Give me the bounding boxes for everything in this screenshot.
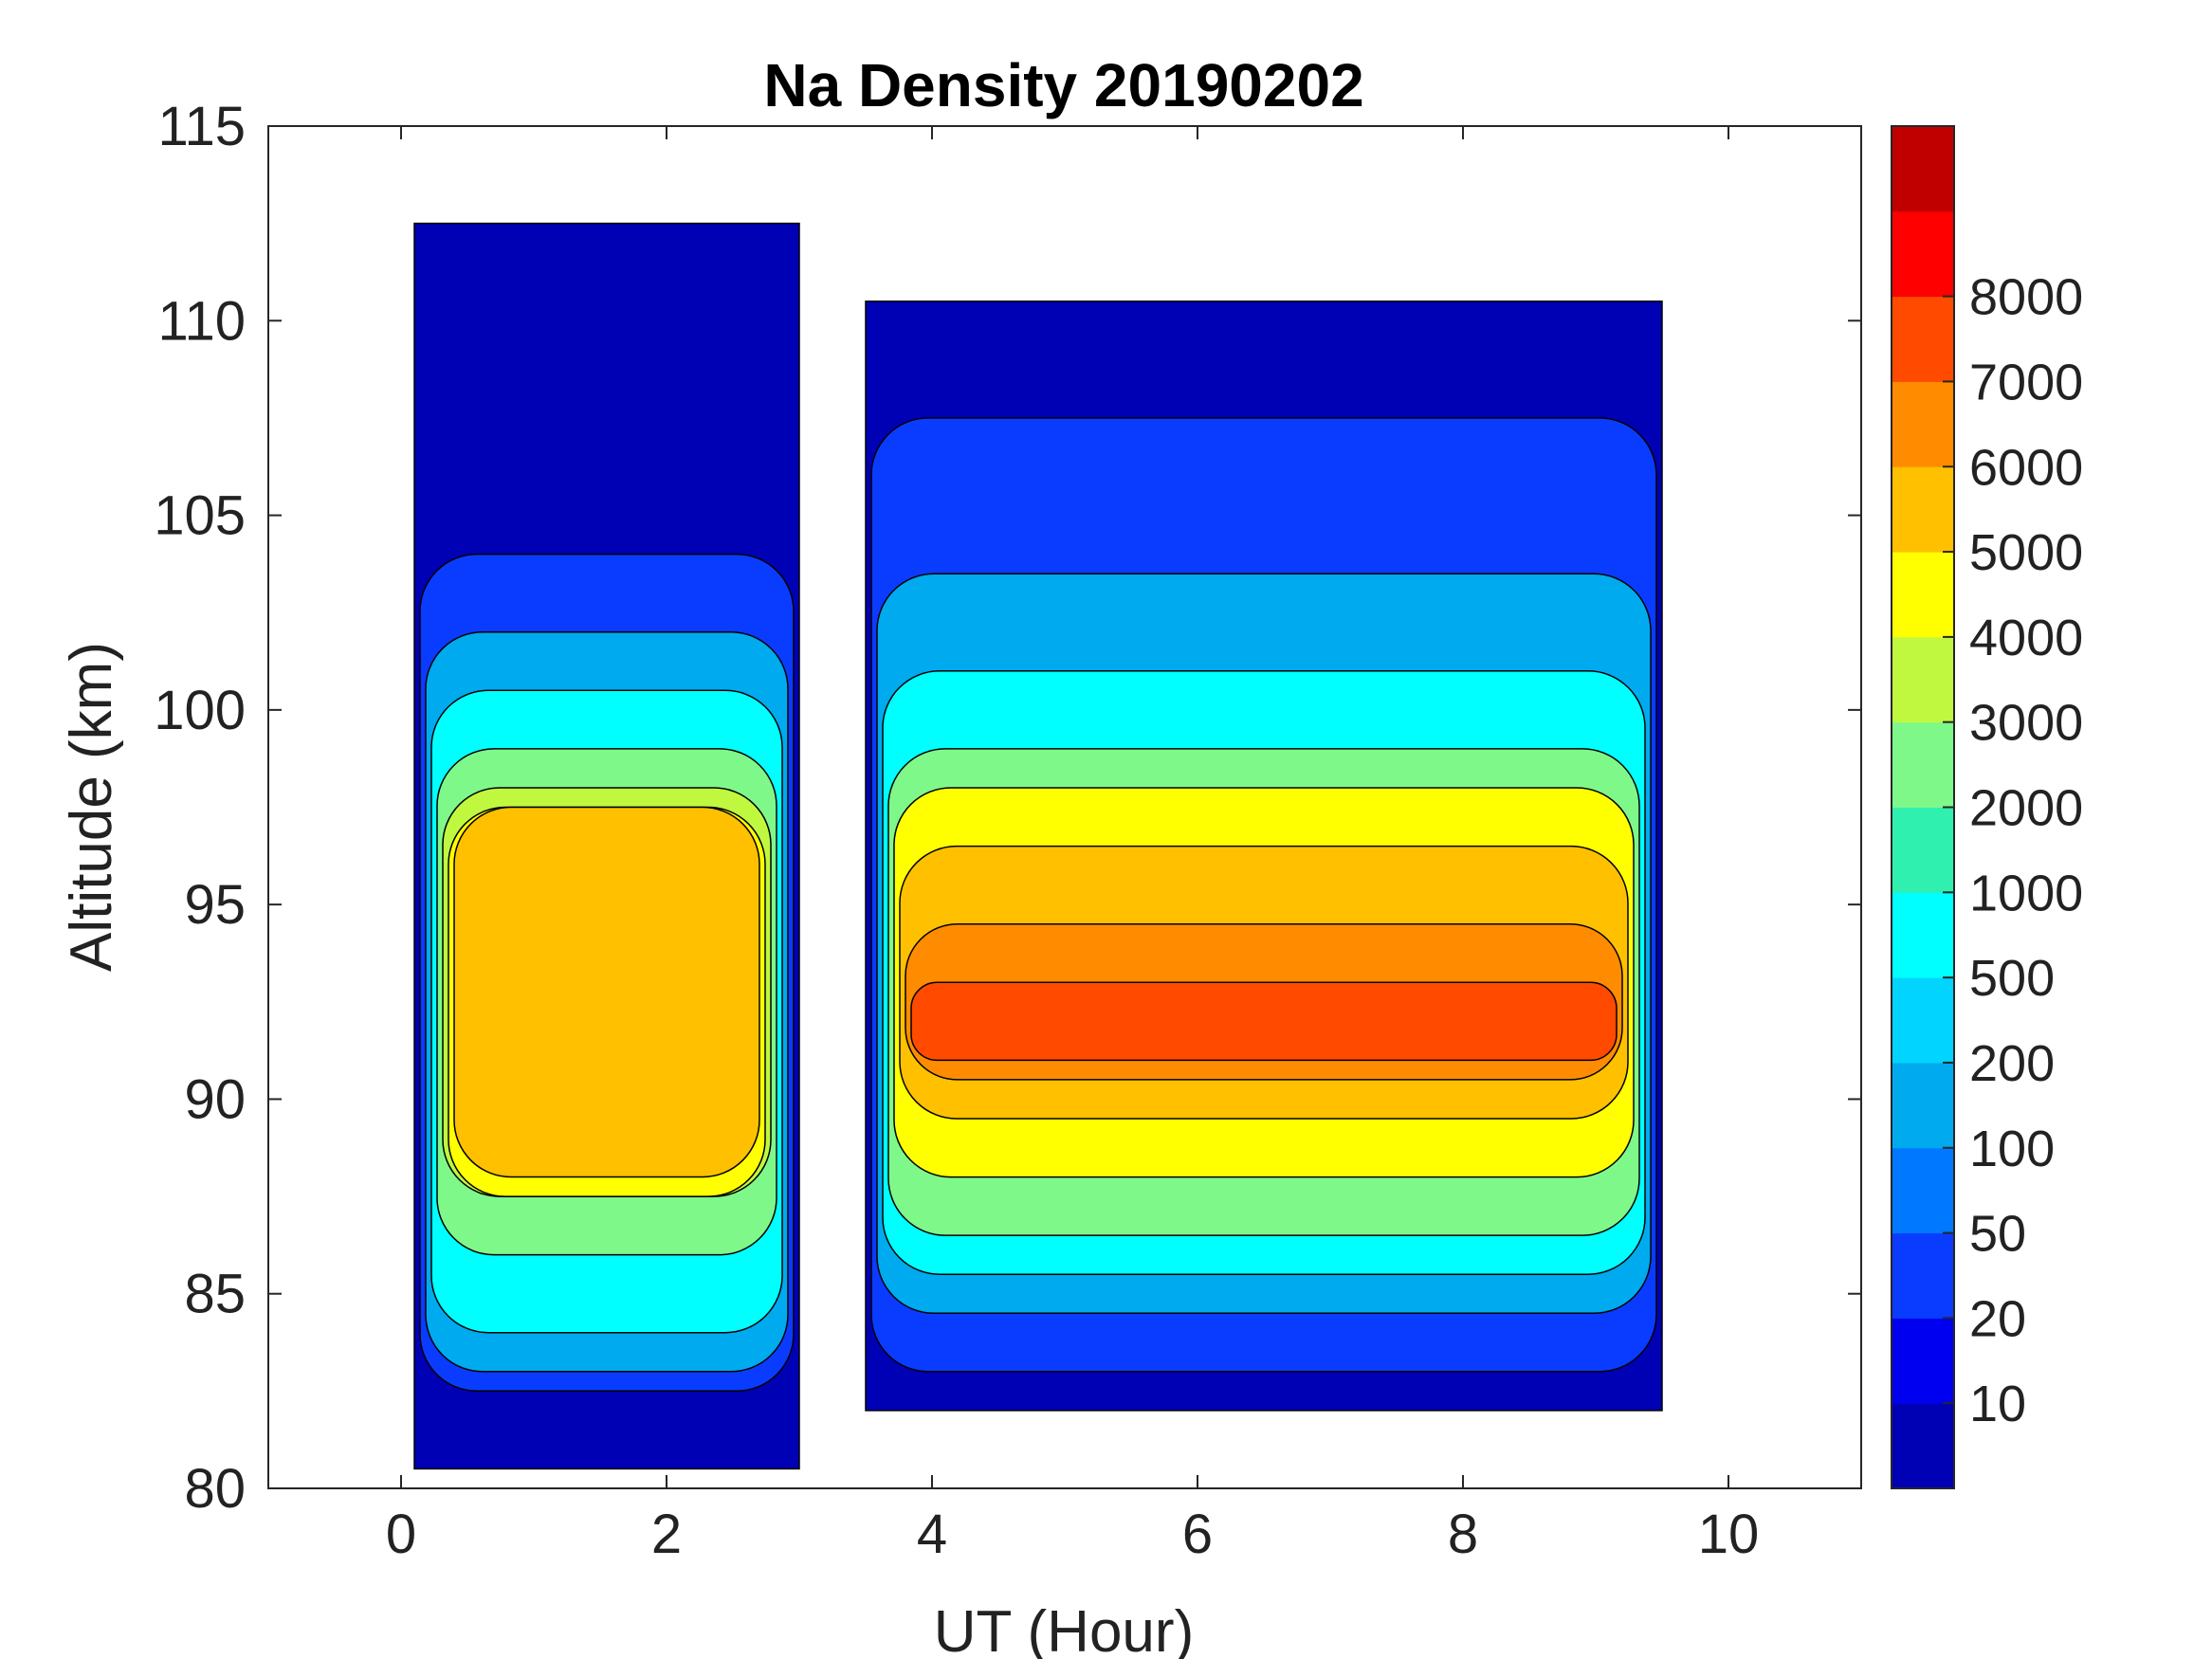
colorbar-tick-label: 20 xyxy=(1969,1290,2026,1347)
x-axis-label: UT (Hour) xyxy=(934,1599,1194,1659)
contour-band-segment-2-level-13 xyxy=(910,981,1618,1062)
colorbar-tick-label: 500 xyxy=(1969,950,2055,1007)
colorbar: 10 20 50 100 200 500 1000 2000 3000 4000 5000 6000 7… xyxy=(1891,125,2083,1489)
colorbar-swatch xyxy=(1892,210,1954,298)
x-tick-label: 2 xyxy=(651,1504,682,1565)
y-tick-label: 85 xyxy=(184,1264,246,1325)
x-tick-label: 0 xyxy=(386,1504,416,1565)
y-axis-label: Altitude (km) xyxy=(59,642,124,972)
colorbar-tick-label: 8000 xyxy=(1969,269,2083,326)
y-tick-label: 100 xyxy=(154,680,246,741)
colorbar-tick-label: 3000 xyxy=(1969,695,2083,752)
y-tick-label: 115 xyxy=(158,96,246,157)
x-tick-label: 6 xyxy=(1182,1504,1213,1565)
x-tick-label: 4 xyxy=(917,1504,947,1565)
colorbar-tick-label: 100 xyxy=(1969,1121,2055,1177)
colorbar-tick-label: 5000 xyxy=(1969,524,2083,581)
colorbar-swatch xyxy=(1892,807,1954,893)
x-tick-label: 10 xyxy=(1698,1504,1760,1565)
colorbar-swatch xyxy=(1892,126,1954,212)
x-tick-label: 8 xyxy=(1448,1504,1478,1565)
colorbar-tick-label: 2000 xyxy=(1969,780,2083,837)
colorbar-tick-label: 1000 xyxy=(1969,865,2083,921)
colorbar-swatch xyxy=(1892,1062,1954,1149)
colorbar-tick-label: 10 xyxy=(1969,1376,2026,1432)
colorbar-tick-label: 6000 xyxy=(1969,439,2083,496)
y-tick-label: 90 xyxy=(184,1068,246,1130)
x-axis: 0 2 4 6 8 10 xyxy=(386,126,1759,1565)
contour-field xyxy=(413,222,1663,1470)
colorbar-swatch xyxy=(1892,552,1954,638)
colorbar-swatch xyxy=(1892,1403,1954,1489)
y-axis: 80 85 90 95 100 105 110 115 xyxy=(154,96,1861,1520)
y-tick-label: 95 xyxy=(184,874,246,936)
colorbar-swatch xyxy=(1892,636,1954,723)
y-tick-label: 105 xyxy=(154,485,246,547)
colorbar-swatch xyxy=(1892,892,1954,978)
colorbar-tick-label: 50 xyxy=(1969,1206,2026,1263)
colorbar-swatch xyxy=(1892,466,1954,553)
y-tick-label: 80 xyxy=(184,1458,246,1520)
colorbar-tick-label: 7000 xyxy=(1969,354,2083,410)
colorbar-swatch xyxy=(1892,1232,1954,1319)
y-tick-label: 110 xyxy=(158,290,246,352)
colorbar-tick-label: 4000 xyxy=(1969,610,2083,666)
colorbar-swatch xyxy=(1892,1147,1954,1234)
colorbar-swatch xyxy=(1892,381,1954,467)
colorbar-swatch xyxy=(1892,721,1954,808)
plot-frame xyxy=(267,125,1862,1489)
colorbar-swatch xyxy=(1892,977,1954,1064)
contour-band-segment-1-level-11 xyxy=(453,806,760,1178)
colorbar-swatch xyxy=(1892,1318,1954,1404)
chart-title: Na Density 20190202 xyxy=(763,51,1363,119)
colorbar-tick-label: 200 xyxy=(1969,1035,2055,1092)
colorbar-swatch xyxy=(1892,296,1954,382)
